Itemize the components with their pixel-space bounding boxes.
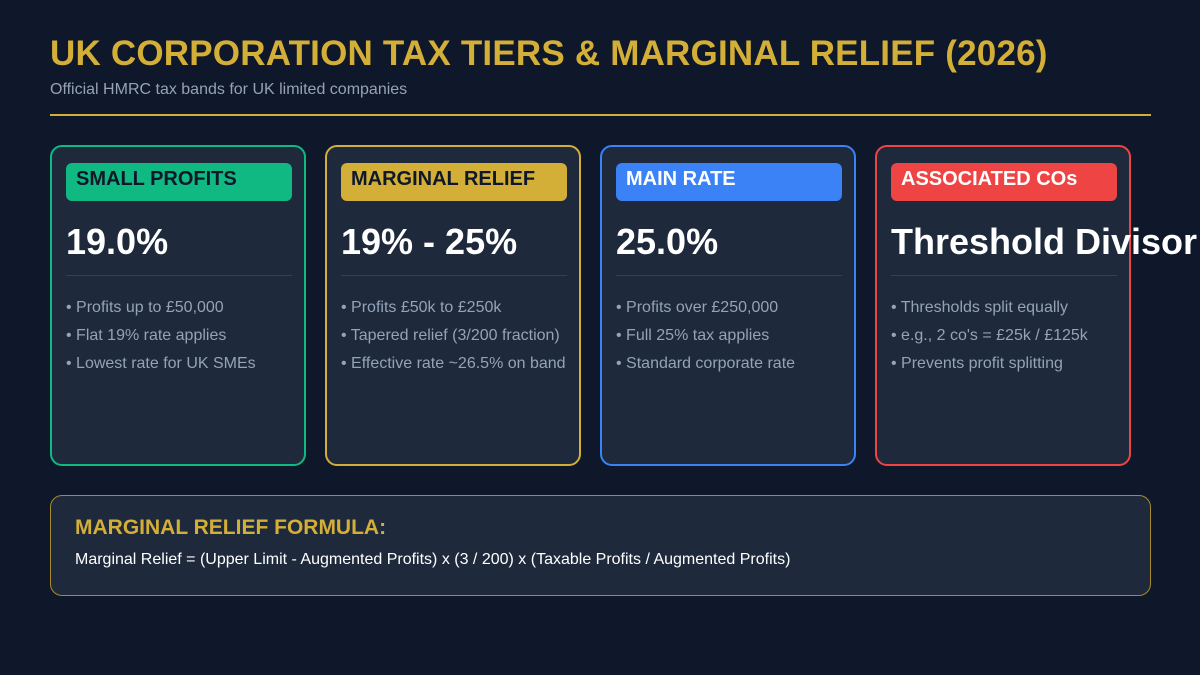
card-point: • e.g., 2 co's = £25k / £125k (891, 327, 1088, 344)
card-main-rate: MAIN RATE 25.0% • Profits over £250,000 … (600, 145, 856, 466)
card-point: • Thresholds split equally (891, 299, 1068, 316)
page-subtitle: Official HMRC tax bands for UK limited c… (50, 81, 408, 98)
formula-title: MARGINAL RELIEF FORMULA: (75, 516, 387, 539)
card-points-small-profits: • Profits up to £50,000 • Flat 19% rate … (66, 294, 256, 378)
page-title: UK CORPORATION TAX TIERS & MARGINAL RELI… (50, 34, 1048, 73)
formula-text: Marginal Relief = (Upper Limit - Augment… (75, 551, 791, 568)
formula-box: MARGINAL RELIEF FORMULA: Marginal Relief… (50, 495, 1151, 596)
card-point: • Profits £50k to £250k (341, 299, 502, 316)
card-rate-associated-companies: Threshold Divisor (891, 221, 1198, 262)
card-divider (891, 275, 1117, 276)
card-point: • Full 25% tax applies (616, 327, 770, 344)
card-point: • Standard corporate rate (616, 355, 796, 372)
card-point: • Tapered relief (3/200 fraction) (341, 327, 560, 344)
card-rate-marginal-relief: 19% - 25% (341, 221, 518, 262)
card-badge-marginal-relief: MARGINAL RELIEF (341, 163, 567, 201)
title-divider (50, 114, 1151, 116)
card-point: • Profits up to £50,000 (66, 299, 224, 316)
card-point: • Lowest rate for UK SMEs (66, 355, 256, 372)
card-rate-small-profits: 19.0% (66, 221, 169, 262)
card-badge-small-profits: SMALL PROFITS (66, 163, 292, 201)
card-points-marginal-relief: • Profits £50k to £250k • Tapered relief… (341, 294, 566, 378)
card-marginal-relief: MARGINAL RELIEF 19% - 25% • Profits £50k… (325, 145, 581, 466)
card-rate-main-rate: 25.0% (616, 221, 719, 262)
card-divider (341, 275, 567, 276)
card-small-profits: SMALL PROFITS 19.0% • Profits up to £50,… (50, 145, 306, 466)
card-divider (616, 275, 842, 276)
card-point: • Prevents profit splitting (891, 355, 1063, 372)
card-point: • Effective rate ~26.5% on band (341, 355, 566, 372)
card-divider (66, 275, 292, 276)
card-point: • Profits over £250,000 (616, 299, 779, 316)
card-associated-companies: ASSOCIATED COs Threshold Divisor • Thres… (875, 145, 1197, 466)
card-point: • Flat 19% rate applies (66, 327, 227, 344)
card-badge-main-rate: MAIN RATE (616, 163, 842, 201)
card-points-associated-companies: • Thresholds split equally • e.g., 2 co'… (891, 294, 1088, 378)
card-points-main-rate: • Profits over £250,000 • Full 25% tax a… (616, 294, 795, 378)
card-badge-associated-companies: ASSOCIATED COs (891, 163, 1117, 201)
